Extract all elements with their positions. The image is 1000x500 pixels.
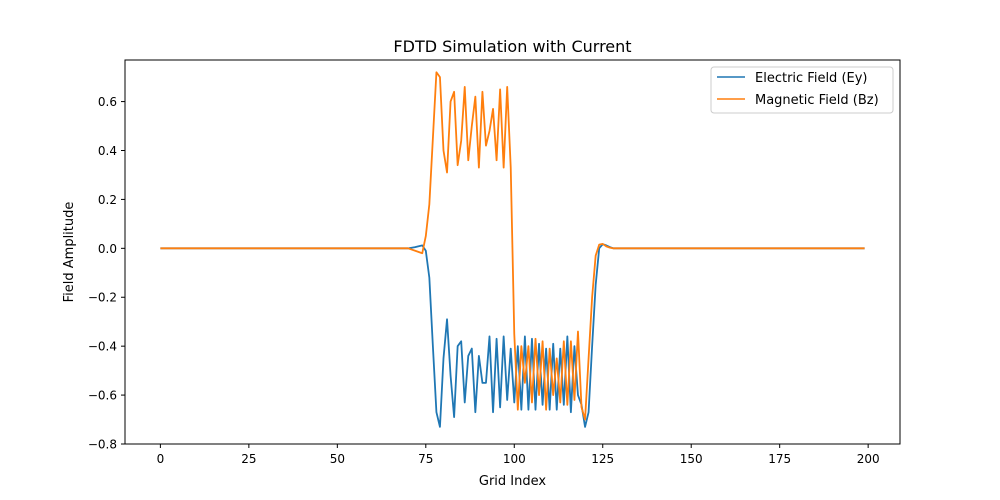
legend-label-bz: Magnetic Field (Bz)	[755, 93, 879, 108]
x-tick-label: 175	[768, 452, 791, 466]
y-tick-label: 0.0	[98, 242, 117, 256]
series-line-magnetic-field	[160, 71, 865, 421]
x-tick-label: 75	[418, 452, 433, 466]
y-tick-label: 0.4	[98, 144, 117, 158]
legend-label-ey: Electric Field (Ey)	[755, 71, 868, 86]
y-tick-label: 0.6	[98, 95, 117, 109]
y-axis: −0.8 −0.6 −0.4 −0.2 0.0 0.2 0.4 0.6	[88, 95, 125, 452]
x-axis-label: Grid Index	[479, 474, 547, 489]
y-axis-label: Field Amplitude	[62, 202, 77, 303]
x-tick-label: 125	[591, 452, 614, 466]
y-tick-label: −0.6	[88, 389, 117, 403]
x-tick-label: 100	[503, 452, 526, 466]
plot-area-frame	[124, 59, 901, 445]
legend: Electric Field (Ey) Magnetic Field (Bz)	[710, 66, 894, 114]
x-tick-label: 150	[680, 452, 703, 466]
x-tick-label: 200	[857, 452, 880, 466]
x-axis: 0 25 50 75 100 125 150 175 200	[157, 444, 880, 466]
y-tick-label: −0.8	[88, 438, 117, 452]
plot-lines	[160, 71, 865, 428]
y-tick-label: −0.4	[88, 340, 117, 354]
chart-title: FDTD Simulation with Current	[393, 37, 631, 56]
x-tick-label: 25	[241, 452, 256, 466]
x-tick-label: 0	[157, 452, 165, 466]
legend-box	[710, 66, 894, 114]
x-tick-label: 50	[330, 452, 345, 466]
y-tick-label: −0.2	[88, 291, 117, 305]
y-tick-label: 0.2	[98, 193, 117, 207]
